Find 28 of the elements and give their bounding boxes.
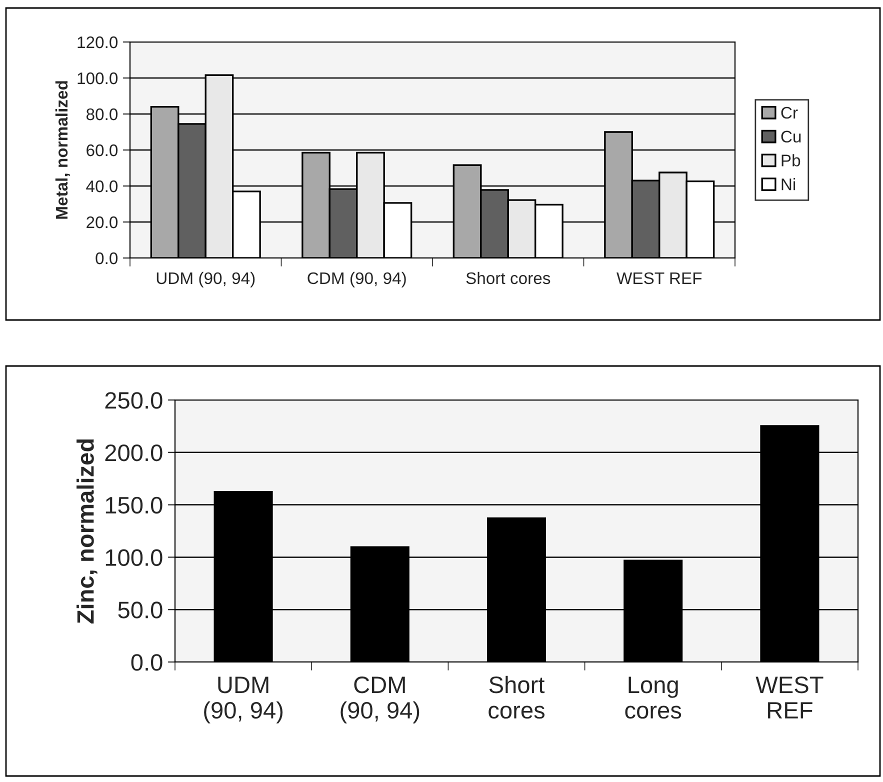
y-tick-label: 150.0 xyxy=(106,496,162,514)
y-tick-label: 100.0 xyxy=(106,549,162,566)
y-tick-label: 120.0 xyxy=(78,36,118,48)
y-tick-label: 250.0 xyxy=(105,392,162,409)
legend-label: Ni xyxy=(782,178,796,190)
x-tick-label: CDM (90, 94) xyxy=(308,272,406,288)
y-tick-label: 100.0 xyxy=(78,72,118,84)
y-tick-label: 200.0 xyxy=(105,444,162,462)
y-tick-label: 60.0 xyxy=(86,144,118,156)
x-tick-label: WEST REF xyxy=(616,272,702,284)
legend-label: Pb xyxy=(782,154,800,166)
x-tick-label: UDM (90, 94) xyxy=(204,676,283,724)
y-tick-label: 0.0 xyxy=(131,654,162,671)
y-tick-label: 40.0 xyxy=(86,180,118,192)
y-axis-title: Zinc, normalized xyxy=(76,439,98,624)
y-tick-label: 80.0 xyxy=(86,108,118,120)
x-tick-label: Short cores xyxy=(488,676,545,719)
x-tick-label: UDM (90, 94) xyxy=(156,272,255,288)
y-axis-title: Metal, normalized xyxy=(55,81,70,219)
y-tick-label: 20.0 xyxy=(86,216,118,228)
x-tick-label: CDM (90, 94) xyxy=(340,676,420,724)
x-tick-label: Long cores xyxy=(625,676,682,719)
x-tick-label: WEST REF xyxy=(756,676,824,718)
legend-label: Cr xyxy=(781,106,798,119)
legend-label: Cu xyxy=(781,130,801,143)
y-tick-label: 50.0 xyxy=(118,602,162,618)
y-tick-label: 0.0 xyxy=(96,252,118,264)
x-tick-label: Short cores xyxy=(466,272,550,284)
